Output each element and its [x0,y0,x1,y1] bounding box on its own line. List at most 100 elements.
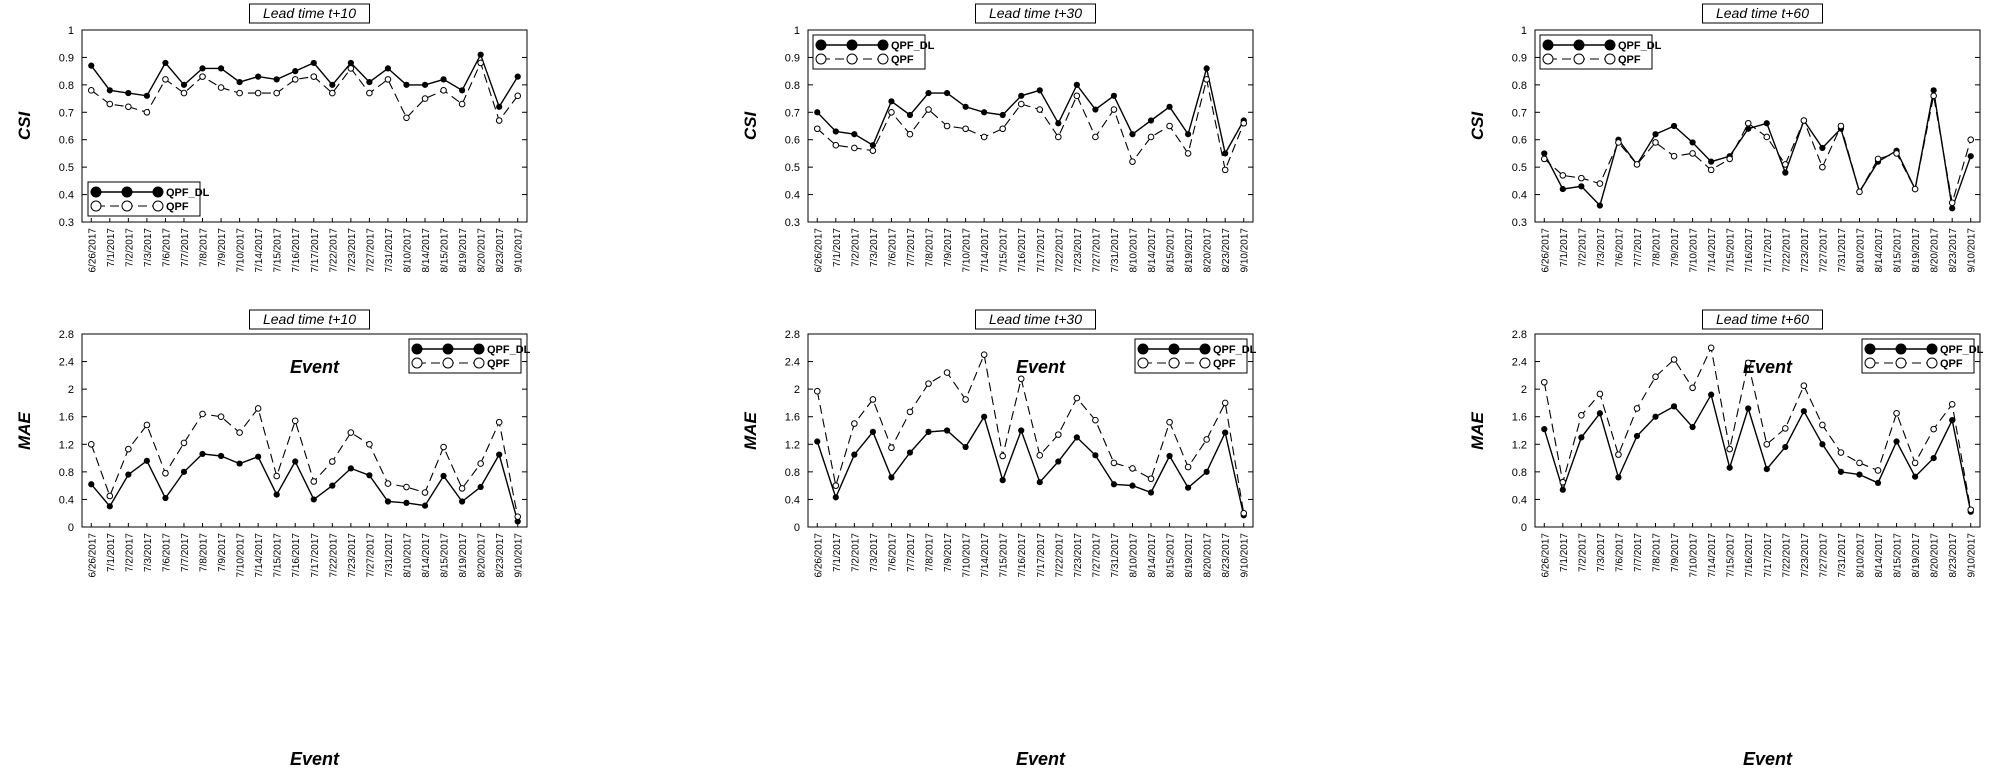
x-tick-label: 7/8/2017 [199,228,210,267]
x-axis-title: Event [1016,357,1066,377]
data-point [1184,150,1192,157]
x-tick-label: 8/23/2017 [495,533,506,578]
y-tick-label: 0.9 [1512,52,1527,64]
x-tick-label: 7/9/2017 [1670,228,1681,267]
x-tick-label: 7/14/2017 [1707,228,1718,273]
x-tick-label: 7/17/2017 [1763,533,1774,578]
legend-label: QPF [1213,358,1236,370]
x-tick-label: 7/2/2017 [124,533,135,572]
data-point [291,76,299,83]
y-tick-label: 2.4 [1512,357,1527,369]
series-line [1543,95,1972,203]
data-point [310,59,317,67]
data-point [1166,452,1173,460]
data-point [217,84,225,91]
data-point [851,420,858,427]
legend-marker [815,53,827,65]
chart-panel-6: Lead time t+60 0 0.4 0.8 1.2 1.6 2 2.4 2.8 6/26/2… [1468,309,1984,769]
data-point [199,410,206,418]
y-tick-label: 0.7 [59,107,74,119]
x-tick-label: 8/19/2017 [458,228,469,273]
data-point [1726,464,1733,471]
chart-panel-5: Lead time t+30 0 0.4 0.8 1.2 1.6 2 2.4 2.8 6/26/2… [741,309,1257,769]
data-point [1652,373,1659,381]
chart-panel-3: Lead time t+60 0.3 0.4 0.5 0.6 0.7 0.8 0.9 1 6/26… [1468,3,1981,377]
data-point [943,122,951,130]
x-tick-label: 8/19/2017 [1184,228,1195,273]
data-point [440,472,447,480]
legend-box [408,338,522,374]
legend: QPF_DL QPF [1861,338,1984,374]
x-tick-label: 7/9/2017 [217,533,228,572]
series-line [90,52,519,109]
data-point [1036,479,1043,486]
legend: QPF_DL QPF [1134,338,1257,374]
data-point [87,440,95,448]
data-point [925,89,932,97]
legend-marker [152,186,164,198]
data-point [1948,199,1956,207]
data-point [496,103,503,110]
data-point [1017,100,1025,108]
x-tick-label: 7/22/2017 [328,228,339,273]
data-point [1967,506,1975,514]
x-tick-label: 7/14/2017 [980,533,991,578]
data-point [88,62,95,69]
legend: QPF_DL QPF [812,34,935,70]
data-point [1578,434,1585,441]
plot-area [81,29,528,223]
data-point [1185,131,1192,138]
data-point [496,451,503,458]
data-point [1930,87,1937,94]
y-tick-label: 0.4 [1512,190,1527,202]
legend-label: QPF_DL [1213,344,1257,356]
data-point [888,98,895,105]
chart-title: Lead time t+10 [263,5,356,21]
data-point [1893,409,1900,417]
legend-marker [1137,357,1149,369]
y-tick-label: 1.6 [785,412,800,424]
data-point [1652,413,1659,420]
data-point [1819,441,1826,448]
data-point [421,489,429,496]
legend-marker [473,357,485,369]
data-point [1110,106,1118,113]
series-line [90,407,519,517]
data-point [199,450,206,458]
legend: QPF_DL QPF [1539,34,1662,70]
data-point [1856,188,1863,196]
x-tick-label: 7/3/2017 [1596,533,1607,572]
x-tick-label: 8/15/2017 [1166,228,1177,273]
y-tick-label: 0.9 [59,52,74,64]
data-point [906,449,914,456]
legend: QPF_DL QPF [87,181,210,217]
legend-label: QPF [1618,54,1641,66]
data-point [254,89,262,97]
data-point [1055,120,1062,127]
data-point [1689,384,1696,392]
y-tick-label: 1 [68,25,74,37]
data-point [217,65,225,72]
data-point [999,111,1006,119]
legend-marker [411,343,423,355]
data-point [1782,443,1789,451]
data-point [1055,458,1062,465]
chart-title: Lead time t+60 [1716,5,1809,21]
x-tick-label: 7/1/2017 [1559,533,1570,572]
legend-marker [1926,343,1938,355]
data-point [347,65,355,72]
y-tick-label: 0.8 [1512,80,1527,92]
data-point [1596,410,1603,417]
data-point [1240,509,1248,517]
x-tick-label: 8/20/2017 [477,228,488,273]
data-point [888,444,895,452]
legend-marker [411,357,423,369]
legend-label: QPF_DL [487,344,531,356]
data-point [999,125,1006,133]
series-line [816,414,1245,516]
data-point [236,429,243,436]
legend-marker [442,343,454,355]
x-tick-label: 7/9/2017 [1670,533,1681,572]
data-point [88,481,95,488]
data-point [255,73,262,80]
